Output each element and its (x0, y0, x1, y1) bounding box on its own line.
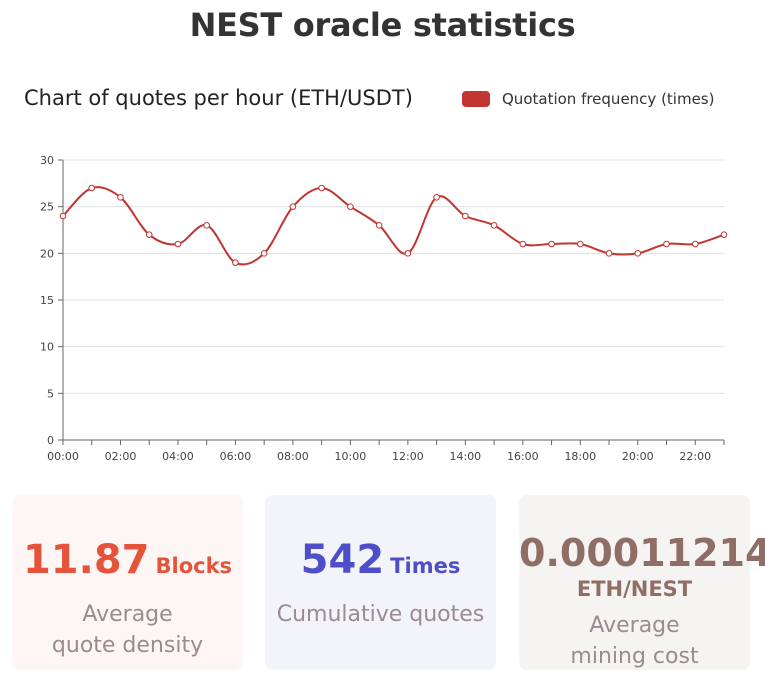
data-point (577, 240, 584, 248)
x-tick-label: 04:00 (162, 450, 194, 463)
data-point (117, 194, 124, 201)
chart-title: Chart of quotes per hour (ETH/USDT) (24, 86, 413, 110)
stat-desc-line1: Average (589, 613, 680, 638)
data-point (289, 203, 297, 210)
data-point (519, 240, 527, 248)
stat-value-line: 11.87 Blocks (12, 537, 243, 583)
stat-card-density: 11.87 Blocks Average quote density (12, 495, 243, 670)
y-tick-label: 30 (40, 154, 54, 167)
data-point (548, 240, 555, 248)
data-point (605, 250, 613, 257)
y-tick-label: 25 (40, 201, 54, 214)
y-tick-label: 0 (47, 434, 54, 447)
data-point (691, 240, 699, 248)
stat-card-cost: 0.00011214 ETH/NEST Average mining cost (519, 495, 765, 670)
data-point (634, 250, 642, 257)
data-point (318, 184, 325, 192)
data-point (375, 222, 383, 229)
data-point (59, 212, 67, 220)
chart-header: Chart of quotes per hour (ETH/USDT) Quot… (24, 86, 754, 118)
stat-desc-line1: Cumulative quotes (276, 602, 485, 627)
x-tick-label: 10:00 (335, 450, 367, 463)
x-tick-label: 06:00 (220, 450, 252, 463)
x-tick-label: 20:00 (622, 450, 654, 463)
stat-unit-line: ETH/NEST (519, 577, 750, 601)
x-tick-label: 16:00 (507, 450, 539, 463)
legend-swatch (462, 91, 490, 107)
data-point (490, 222, 498, 229)
stat-unit: Times (390, 554, 461, 578)
data-point (433, 194, 440, 201)
y-tick-label: 20 (40, 247, 54, 260)
data-point (203, 222, 210, 229)
data-point (260, 250, 268, 257)
data-point (720, 231, 728, 238)
page-title: NEST oracle statistics (189, 6, 576, 44)
y-tick-label: 15 (40, 294, 54, 307)
chart-legend[interactable]: Quotation frequency (times) (462, 90, 714, 108)
data-point (174, 240, 182, 248)
x-tick-label: 14:00 (449, 450, 481, 463)
x-tick-label: 00:00 (47, 450, 79, 463)
data-point (663, 240, 670, 248)
x-tick-label: 08:00 (277, 450, 309, 463)
data-point (232, 259, 239, 266)
stat-value: 542 (300, 537, 385, 583)
stat-desc-line1: Average (82, 602, 173, 627)
stat-value: 0.00011214 (519, 531, 765, 575)
data-point (347, 203, 354, 210)
x-tick-label: 02:00 (105, 450, 137, 463)
x-tick-label: 18:00 (564, 450, 596, 463)
data-point (88, 184, 96, 192)
x-tick-label: 22:00 (679, 450, 711, 463)
line-chart: 0 5 10 15 20 25 30 00:00 02:00 04:00 06:00 08:00 10:… (40, 154, 728, 463)
stat-unit: Blocks (155, 554, 233, 578)
stat-unit: ETH/NEST (576, 577, 693, 601)
stat-card-quotes: 542 Times Cumulative quotes (265, 495, 496, 670)
x-tick-label: 12:00 (392, 450, 424, 463)
stat-desc-line2: mining cost (570, 644, 699, 669)
legend-label: Quotation frequency (times) (502, 90, 715, 108)
data-point (404, 250, 412, 257)
y-tick-label: 10 (40, 341, 54, 354)
data-point (462, 212, 469, 220)
stat-desc-line2: quote density (51, 633, 204, 658)
stat-value-line: 542 Times (265, 537, 496, 583)
data-point (145, 231, 153, 238)
y-tick-label: 5 (47, 387, 54, 400)
stat-value-line: 0.00011214 (519, 531, 765, 575)
stat-value: 11.87 (22, 537, 150, 583)
